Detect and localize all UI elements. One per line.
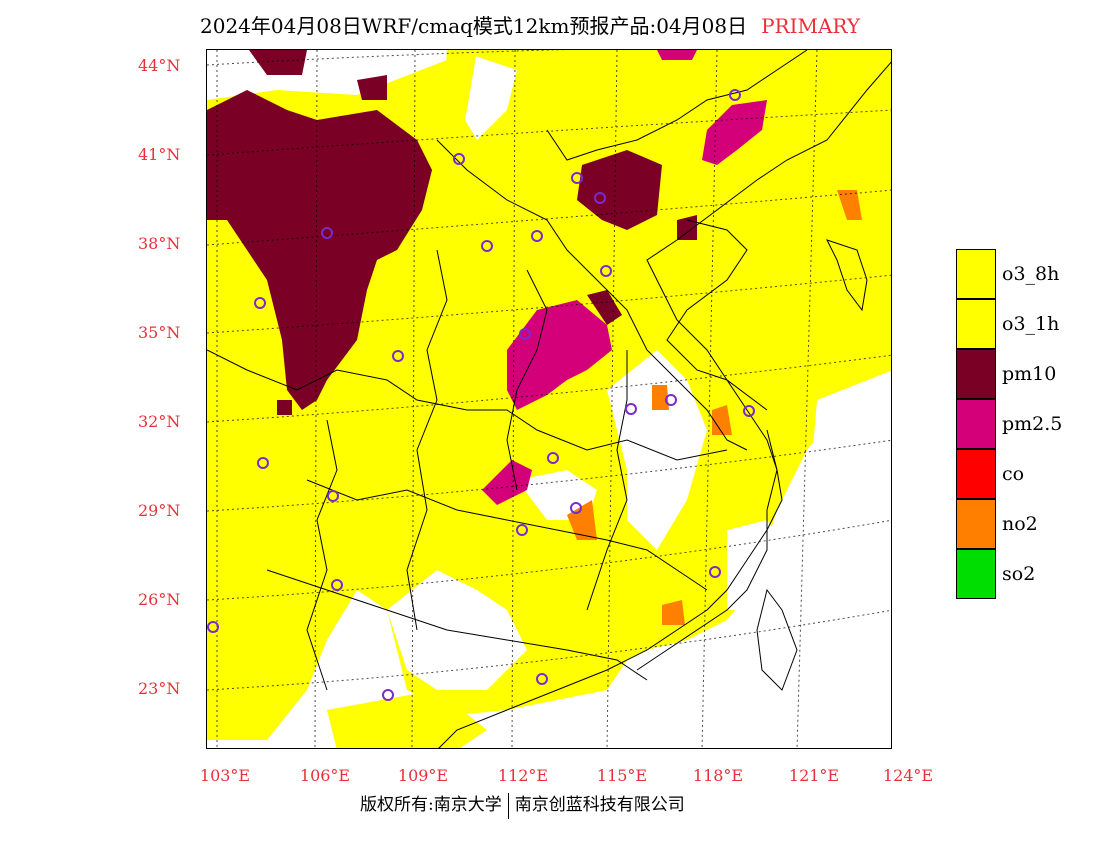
lon-label-103: 103°E [199,766,251,785]
legend-swatch [956,299,996,349]
coastline [438,61,891,748]
map-title: 2024年04月08日WRF/cmaq模式12km预报产品:04月08日 PRIM… [200,10,860,39]
lat-label-26: 26°N [138,590,181,609]
province-borders [207,50,868,691]
clear-region [387,50,891,748]
legend-label: pm2.5 [1002,413,1063,435]
credit-left: 版权所有:南京大学 [360,795,502,815]
legend-swatch [956,399,996,449]
legend-swatch [956,349,996,399]
legend-label: o3_8h [1002,263,1060,285]
lon-label-115: 115°E [596,766,648,785]
legend-label: o3_1h [1002,313,1060,335]
lon-label-106: 106°E [299,766,351,785]
lat-label-32: 32°N [138,412,181,431]
pollution-map [206,49,892,749]
lat-label-38: 38°N [138,234,181,253]
pm25-region [482,50,767,505]
lon-label-112: 112°E [497,766,549,785]
lat-label-41: 41°N [138,145,181,164]
legend-item-pm25: pm2.5 [956,399,1096,449]
legend-item-pm10: pm10 [956,349,1096,399]
no2-region [567,190,862,625]
lon-label-121: 121°E [788,766,840,785]
legend-swatch [956,449,996,499]
pm10-region [207,50,697,415]
legend-label: no2 [1002,513,1038,535]
copyright-credit: 版权所有:南京大学 南京创蓝科技有限公司 [360,790,685,819]
title-primary-tag: PRIMARY [761,14,861,38]
lon-label-124: 124°E [882,766,934,785]
credit-right: 南京创蓝科技有限公司 [514,795,685,815]
legend-swatch [956,249,996,299]
legend-item-co: co [956,449,1096,499]
lon-label-109: 109°E [397,766,449,785]
lat-label-44: 44°N [138,56,181,75]
lat-label-29: 29°N [138,501,181,520]
legend-label: so2 [1002,563,1036,585]
legend-item-o3-8h: o3_8h [956,249,1096,299]
lat-label-23: 23°N [138,679,181,698]
lon-label-118: 118°E [692,766,744,785]
map-canvas [207,50,891,748]
legend-label: pm10 [1002,363,1057,385]
title-main: 2024年04月08日WRF/cmaq模式12km预报产品:04月08日 [200,14,748,38]
graticule [207,50,891,748]
legend-item-o3-1h: o3_1h [956,299,1096,349]
legend-swatch [956,549,996,599]
credit-divider [507,792,509,819]
legend-item-no2: no2 [956,499,1096,549]
legend-item-so2: so2 [956,549,1096,599]
legend-swatch [956,499,996,549]
lat-label-35: 35°N [138,323,181,342]
pollutant-legend: o3_8h o3_1h pm10 pm2.5 co no2 so2 [956,249,1096,599]
legend-label: co [1002,463,1025,485]
station-markers [207,89,755,701]
